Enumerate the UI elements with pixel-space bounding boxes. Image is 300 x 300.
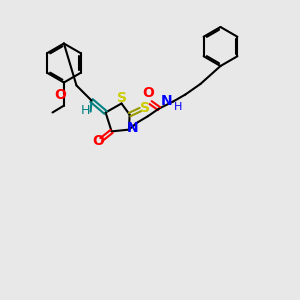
- Text: O: O: [54, 88, 66, 102]
- Text: O: O: [92, 134, 104, 148]
- Text: O: O: [142, 86, 154, 100]
- Text: H: H: [174, 102, 182, 112]
- Text: S: S: [140, 101, 150, 115]
- Text: S: S: [117, 91, 128, 105]
- Text: N: N: [160, 94, 172, 108]
- Text: H: H: [81, 104, 90, 117]
- Text: N: N: [127, 122, 138, 135]
